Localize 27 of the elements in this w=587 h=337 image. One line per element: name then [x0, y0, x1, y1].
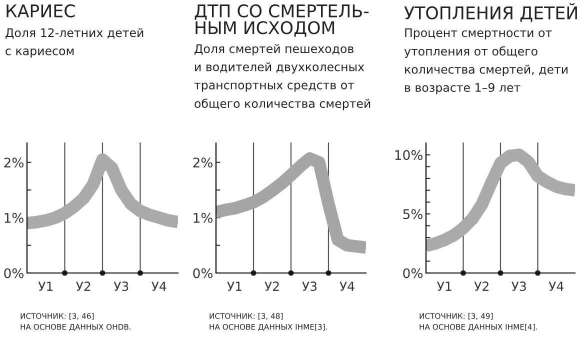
x-tick-label: У3 — [114, 282, 128, 292]
chart-title: ДТП СО СМЕРТЕЛЬ- НЫМ ИСХОДОМ — [194, 4, 369, 37]
x-tick-label: У4 — [152, 282, 166, 291]
y-tick-label: 5% — [403, 209, 422, 220]
y-tick-label: 1% — [194, 212, 212, 223]
x-tick-label: У2 — [76, 282, 90, 291]
x-tick-label: У2 — [474, 282, 488, 291]
y-tick-label: 0% — [193, 268, 212, 278]
x-tick-label: У3 — [512, 282, 526, 292]
chart-subtitle: Процент смертности от утопления от общего количества смертей, дети в возрасте 1–9 лет — [404, 28, 568, 94]
chart-title: УТОПЛЕНИЯ ДЕТЕЙ — [404, 3, 577, 22]
x-tick-label: У4 — [548, 282, 564, 291]
x-tick-label: У1 — [227, 282, 242, 291]
y-tick-label: 0% — [4, 268, 24, 278]
y-tick-label: 2% — [4, 158, 24, 168]
chart-subtitle: Доля смертей пешеходов и водителей двухколесных транспортных средств от общего количества смертей — [194, 44, 370, 110]
chart-title: КАРИЕС — [6, 4, 75, 18]
x-tick-label: У2 — [264, 282, 279, 291]
x-tick-label: У4 — [340, 282, 354, 291]
x-tick-label: У1 — [437, 282, 452, 291]
x-tick-label: У3 — [302, 282, 317, 292]
y-tick-label: 2% — [193, 158, 212, 168]
x-tick-label: У1 — [38, 282, 53, 291]
chart-subtitle: Доля 12-летних детей с кариесом — [6, 28, 144, 58]
y-tick-label: 1% — [4, 212, 24, 223]
y-tick-label: 0% — [403, 268, 422, 278]
y-tick-label: 10% — [395, 150, 422, 160]
